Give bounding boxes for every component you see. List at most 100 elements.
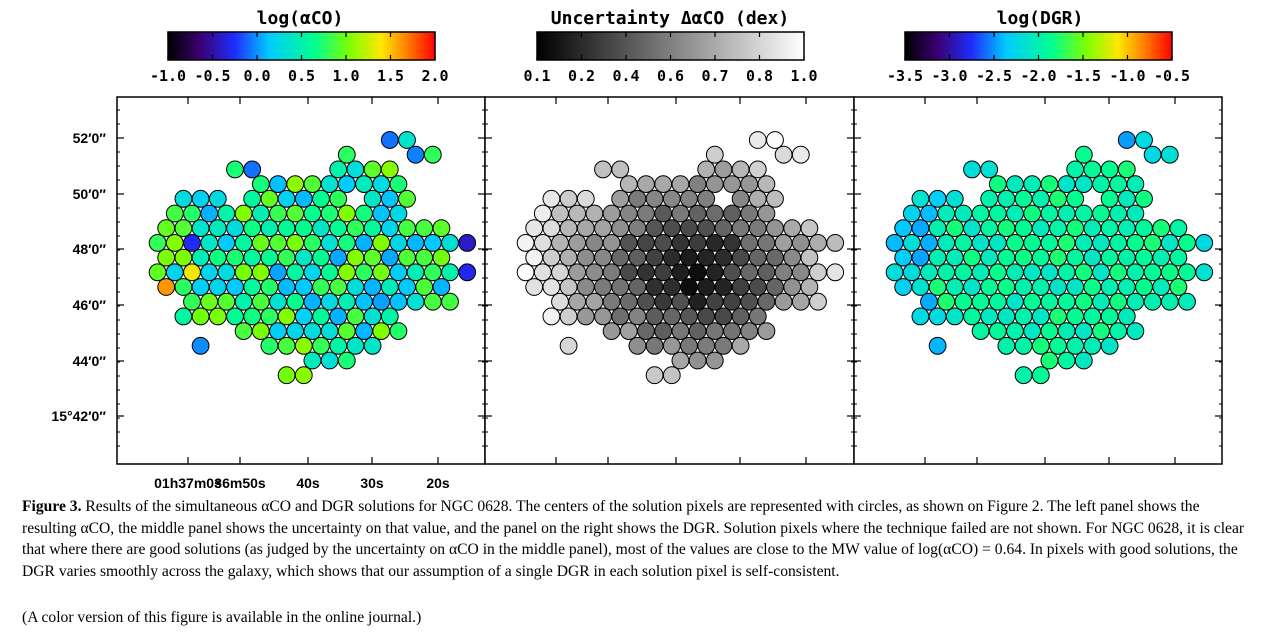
colorbar-tick-label: 0.4 [612,67,639,85]
solution-pixel [748,131,767,149]
solution-pixel [525,248,544,267]
solution-pixel [243,307,262,326]
solution-pixel [671,322,690,341]
solution-pixel [234,322,253,341]
solution-pixel [723,204,741,223]
solution-pixel [697,278,716,296]
solution-pixel [200,234,219,252]
solution-pixel [1117,307,1136,326]
solution-pixel [988,204,1007,223]
solution-pixel [226,278,244,296]
solution-pixel [1040,351,1059,370]
solution-pixel [277,189,296,208]
solution-pixel [243,278,262,296]
solution-pixel [945,219,964,238]
solution-pixel [1074,204,1093,223]
solution-pixel [1160,234,1179,252]
online-note: (A color version of this figure is avail… [22,609,422,626]
solution-pixel [157,278,176,296]
panel-alpha-circles [148,131,477,385]
solution-pixel [423,263,442,282]
solution-pixel [191,248,210,267]
solution-pixel [551,204,569,223]
solution-pixel [243,248,262,267]
solution-pixel [576,307,595,326]
solution-pixel [714,219,733,238]
solution-pixel [774,292,793,311]
solution-pixel [705,145,724,164]
solution-pixel [705,263,724,282]
solution-pixel [740,322,759,341]
solution-pixel [1066,189,1085,208]
solution-pixel [757,175,776,194]
solution-pixel [329,248,348,267]
solution-pixel [1023,292,1042,311]
solution-pixel [628,248,647,267]
solution-pixel [337,234,356,252]
solution-pixel [363,278,382,296]
solution-pixel [380,189,399,208]
solution-pixel [997,248,1016,267]
solution-pixel [525,278,544,296]
solution-pixel [911,189,930,208]
solution-pixel [251,292,270,311]
solution-pixel [208,189,227,208]
solution-pixel [441,263,459,282]
solution-pixel [920,292,938,311]
solution-pixel [766,219,784,238]
solution-pixel [320,234,339,252]
solution-pixel [997,189,1016,208]
solution-pixel [1049,278,1067,296]
solution-pixel [389,234,408,252]
solution-pixel [1169,278,1188,296]
solution-pixel [576,189,595,208]
solution-pixel [714,160,733,179]
solution-pixel [980,219,999,238]
solution-pixel [1014,278,1033,296]
solution-pixel [312,248,330,267]
solution-pixel [432,248,451,267]
solution-pixel [406,292,425,311]
solution-pixel [1100,307,1119,326]
solution-pixel [576,219,595,238]
panel-dgr-circles [885,131,1214,385]
solution-pixel [148,263,167,282]
solution-pixel [619,292,638,311]
solution-pixel [688,322,707,341]
solution-pixel [688,234,707,252]
solution-pixel [148,234,167,252]
solution-pixel [954,204,973,223]
colorbar-tick-label: 1.0 [332,67,359,85]
solution-pixel [637,175,655,194]
solution-pixel [277,248,296,267]
solution-pixel [680,248,698,267]
solution-pixel [337,175,356,194]
solution-pixel [243,160,262,179]
solution-pixel [1083,307,1102,326]
solution-pixel [217,234,236,252]
solution-pixel [355,175,373,194]
solution-pixel [619,263,638,282]
solution-pixel [637,322,655,341]
solution-pixel [380,131,399,149]
solution-pixel [1126,322,1145,341]
solution-pixel [628,278,647,296]
solution-pixel [183,263,201,282]
solution-pixel [662,189,681,208]
solution-pixel [286,234,305,252]
solution-pixel [791,234,810,252]
solution-pixel [637,234,655,252]
solution-pixel [337,263,356,282]
solution-pixel [1143,263,1162,282]
solution-pixel [372,263,391,282]
solution-pixel [1109,292,1128,311]
solution-pixel [611,278,630,296]
solution-pixel [165,204,184,223]
solution-pixel [602,322,621,341]
solution-pixel [1083,248,1102,267]
solution-pixel [243,219,262,238]
solution-pixel [1057,263,1076,282]
solution-pixel [303,322,322,341]
solution-pixel [355,263,373,282]
solution-pixel [902,204,921,223]
